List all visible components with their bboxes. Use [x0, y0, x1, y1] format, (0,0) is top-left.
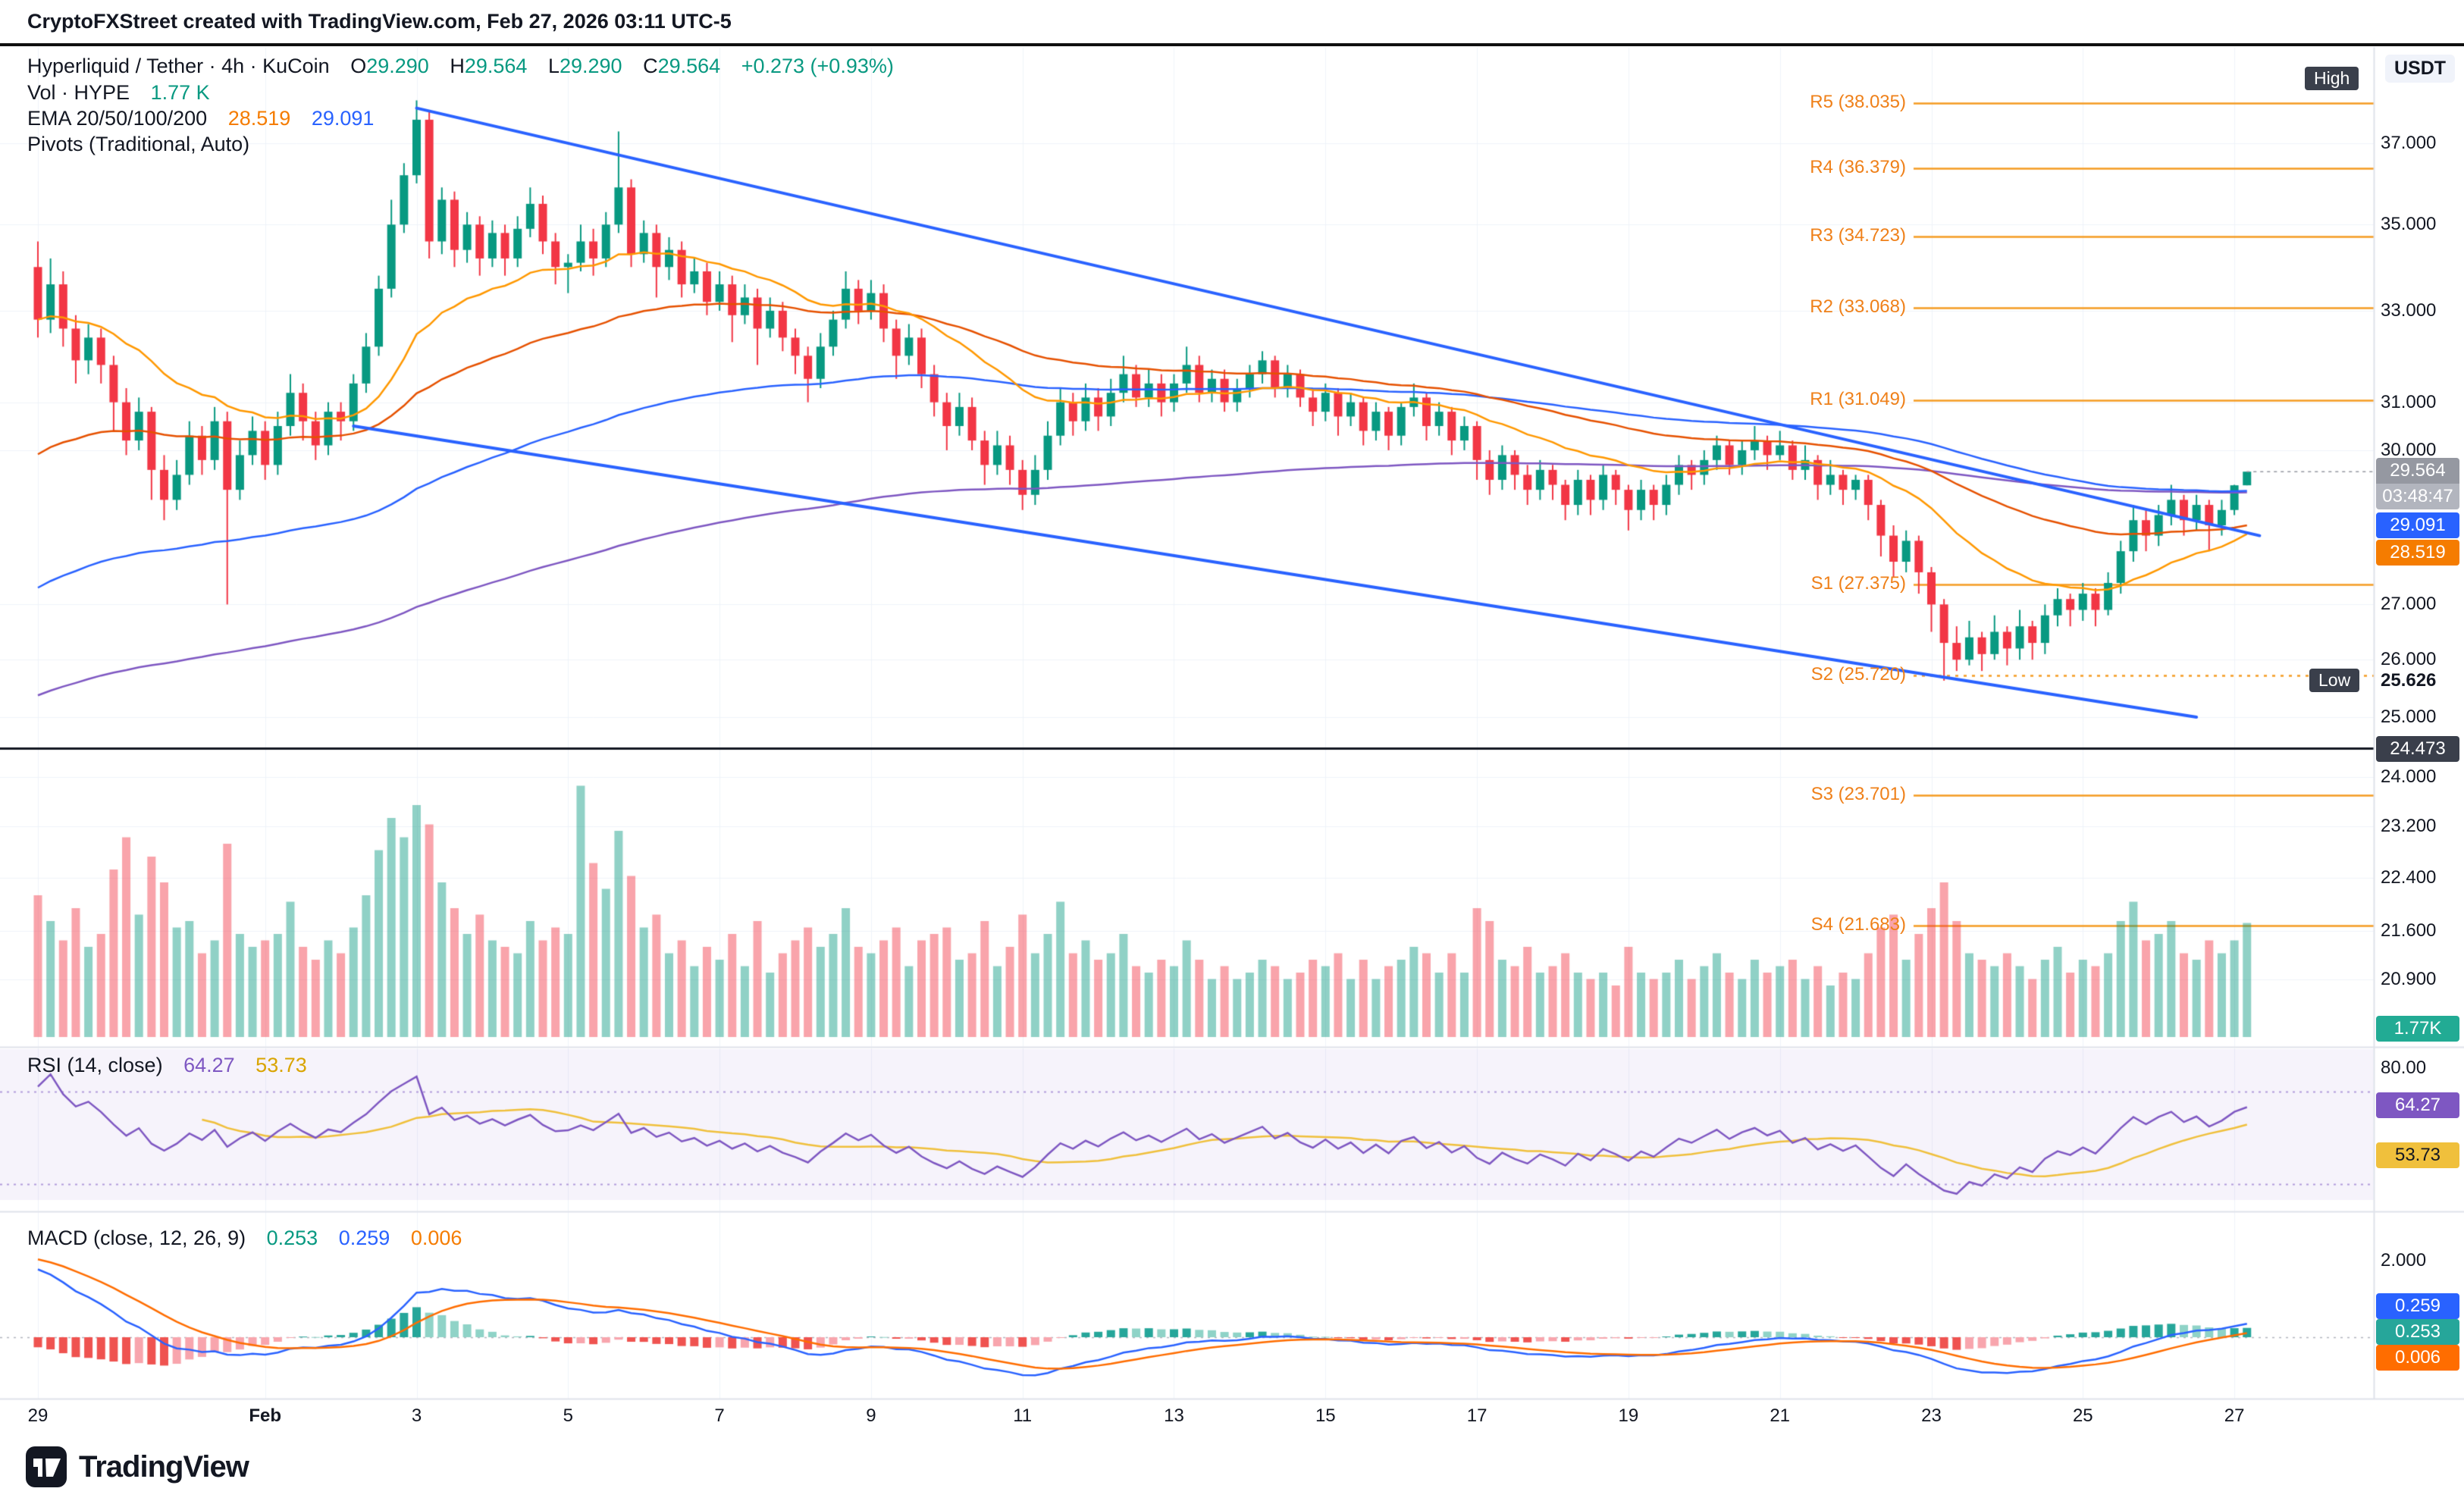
open-label: O [350, 55, 367, 77]
symbol-title: Hyperliquid / Tether · 4h · KuCoin [27, 55, 330, 77]
tradingview-logo-icon [26, 1446, 67, 1487]
price-tick-label: 27.000 [2381, 594, 2437, 615]
pivot-level-label: S1 (27.375) [1810, 572, 1906, 594]
ema-slow-value: 29.091 [311, 107, 375, 130]
rsi-tick-label: 80.00 [2381, 1058, 2427, 1078]
time-tick-label: 21 [1770, 1405, 1791, 1426]
close-value: 29.564 [657, 55, 721, 77]
price-tick-label: 26.000 [2381, 649, 2437, 670]
pivots-legend[interactable]: Pivots (Traditional, Auto) [27, 133, 249, 156]
low-marker: Low [2309, 669, 2360, 693]
time-tick-label: 23 [1921, 1405, 1942, 1426]
pivot-level-label: R1 (31.049) [1810, 388, 1906, 409]
top-divider [0, 43, 2464, 46]
price-tick-label: 20.900 [2381, 968, 2437, 989]
time-tick-label: 11 [1013, 1405, 1033, 1426]
symbol-legend[interactable]: Hyperliquid / Tether · 4h · KuCoin O29.2… [27, 55, 894, 78]
high-value: 29.564 [464, 55, 528, 77]
pivot-level-label: R2 (33.068) [1810, 296, 1906, 317]
tradingview-logo-text: TradingView [79, 1449, 249, 1484]
rsi-badge: 64.27 [2376, 1092, 2459, 1118]
pivot-level-label: S4 (21.683) [1810, 913, 1906, 935]
price-tick-label: 31.000 [2381, 391, 2437, 412]
macd-signal-badge: 0.006 [2376, 1345, 2459, 1371]
ema-legend[interactable]: EMA 20/50/100/200 28.519 29.091 [27, 107, 374, 130]
rsi-legend[interactable]: RSI (14, close) 64.27 53.73 [27, 1054, 307, 1077]
volume-badge: 1.77K [2376, 1016, 2459, 1042]
macd-badge: 0.259 [2376, 1293, 2459, 1319]
pivot-level-label: S3 (23.701) [1810, 784, 1906, 804]
time-tick-label: 19 [1618, 1405, 1639, 1426]
rsi-ma-badge: 53.73 [2376, 1142, 2459, 1169]
high-marker: High [2305, 67, 2359, 91]
price-tick-label: 24.000 [2381, 766, 2437, 787]
time-tick-label: 27 [2224, 1405, 2245, 1426]
rsi-indicator-label: RSI (14, close) [27, 1054, 163, 1076]
time-tick-label: 15 [1315, 1405, 1336, 1426]
time-tick-label: 3 [411, 1405, 422, 1426]
change-value: +0.273 (+0.93%) [741, 55, 894, 77]
volume-indicator-label: Vol · HYPE [27, 81, 130, 104]
rsi-value: 64.27 [183, 1054, 235, 1076]
pivot-level-label: S2 (25.720) [1810, 664, 1906, 685]
low-axis-value: 25.626 [2381, 670, 2437, 691]
time-tick-label: 13 [1164, 1405, 1184, 1426]
ema-blue-badge: 29.091 [2376, 512, 2459, 538]
time-tick-label: 29 [27, 1405, 49, 1426]
price-tick-label: 33.000 [2381, 299, 2437, 321]
macd-line-value: 0.259 [338, 1227, 390, 1249]
volume-indicator-value: 1.77 K [150, 81, 210, 104]
last-price-badge: 29.564 [2376, 458, 2459, 484]
time-tick-label: 5 [563, 1405, 573, 1426]
tradingview-logo[interactable]: TradingView [26, 1446, 249, 1487]
price-tick-label: 30.000 [2381, 439, 2437, 460]
price-tick-label: 21.600 [2381, 920, 2437, 942]
high-label: H [450, 55, 465, 77]
low-label: L [547, 55, 560, 77]
volume-legend[interactable]: Vol · HYPE 1.77 K [27, 81, 210, 105]
ema-fast-value: 28.519 [227, 107, 291, 130]
macd-legend[interactable]: MACD (close, 12, 26, 9) 0.253 0.259 0.00… [27, 1227, 462, 1250]
ema-indicator-label: EMA 20/50/100/200 [27, 107, 208, 130]
close-label: C [643, 55, 658, 77]
time-tick-label: 9 [866, 1405, 876, 1426]
attribution-bar: CryptoFXStreet created with TradingView.… [0, 0, 2464, 43]
pivot-level-label: R4 (36.379) [1810, 156, 1906, 177]
time-tick-label: 17 [1466, 1405, 1487, 1426]
open-value: 29.290 [366, 55, 429, 77]
macd-tick-label: 2.000 [2381, 1250, 2427, 1271]
macd-signal-value: 0.006 [410, 1227, 462, 1249]
pivots-indicator-label: Pivots (Traditional, Auto) [27, 133, 250, 155]
price-tick-label: 23.200 [2381, 816, 2437, 837]
time-tick-label: 25 [2072, 1405, 2093, 1426]
macd-hist-value: 0.253 [266, 1227, 318, 1249]
price-scale-currency[interactable]: USDT [2385, 55, 2456, 83]
low-value: 29.290 [559, 55, 622, 77]
price-tick-label: 25.000 [2381, 706, 2437, 727]
pivot-level-label: R5 (38.035) [1810, 91, 1906, 112]
time-tick-label: Feb [249, 1405, 282, 1426]
price-tick-label: 35.000 [2381, 214, 2437, 235]
price-tick-label: 37.000 [2381, 132, 2437, 153]
attribution-text: CryptoFXStreet created with TradingView.… [27, 10, 732, 33]
macd-indicator-label: MACD (close, 12, 26, 9) [27, 1227, 246, 1249]
pivot-level-label: R3 (34.723) [1810, 224, 1906, 246]
countdown-badge: 03:48:47 [2376, 484, 2459, 509]
hline-price-badge: 24.473 [2376, 736, 2459, 763]
time-tick-label: 7 [714, 1405, 725, 1426]
ema-orange-badge: 28.519 [2376, 540, 2459, 566]
rsi-ma-value: 53.73 [255, 1054, 307, 1076]
price-tick-label: 22.400 [2381, 867, 2437, 888]
macd-hist-badge: 0.253 [2376, 1319, 2459, 1345]
